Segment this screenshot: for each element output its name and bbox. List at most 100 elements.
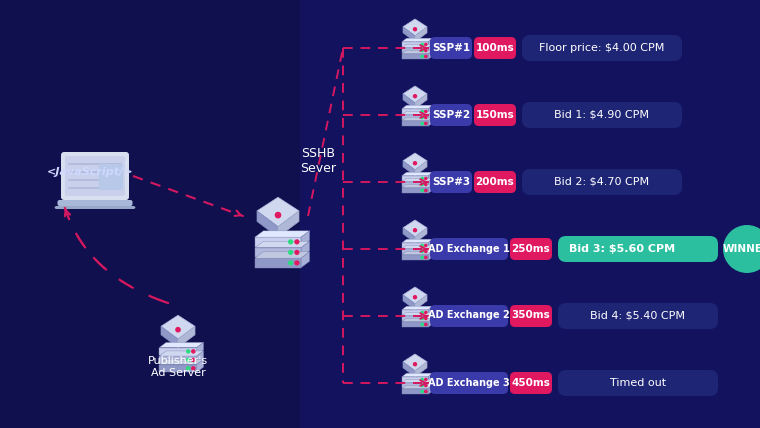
FancyBboxPatch shape xyxy=(522,102,682,128)
Polygon shape xyxy=(160,342,204,348)
Polygon shape xyxy=(403,362,415,377)
Circle shape xyxy=(421,312,423,314)
Polygon shape xyxy=(402,239,433,243)
FancyBboxPatch shape xyxy=(558,236,718,262)
FancyBboxPatch shape xyxy=(510,305,552,327)
Circle shape xyxy=(187,367,190,370)
Polygon shape xyxy=(402,50,433,54)
Text: 350ms: 350ms xyxy=(511,310,550,321)
Polygon shape xyxy=(415,362,427,377)
Polygon shape xyxy=(178,326,195,348)
Circle shape xyxy=(187,350,190,353)
FancyBboxPatch shape xyxy=(65,156,125,196)
Polygon shape xyxy=(415,295,427,310)
Polygon shape xyxy=(403,295,415,310)
Circle shape xyxy=(421,324,423,326)
Polygon shape xyxy=(257,197,299,227)
Polygon shape xyxy=(415,27,427,42)
Polygon shape xyxy=(301,241,309,257)
Polygon shape xyxy=(428,239,433,248)
Polygon shape xyxy=(403,220,427,237)
Circle shape xyxy=(421,256,423,259)
Polygon shape xyxy=(402,115,428,120)
Polygon shape xyxy=(428,44,433,53)
Text: AD Exchange 1: AD Exchange 1 xyxy=(428,244,510,253)
Polygon shape xyxy=(402,383,428,388)
Polygon shape xyxy=(402,245,433,249)
Polygon shape xyxy=(255,252,309,258)
Polygon shape xyxy=(160,348,197,355)
FancyBboxPatch shape xyxy=(300,0,760,428)
FancyBboxPatch shape xyxy=(522,35,682,61)
Polygon shape xyxy=(402,377,428,382)
Polygon shape xyxy=(255,231,309,237)
Text: SSP#1: SSP#1 xyxy=(432,42,470,53)
Circle shape xyxy=(295,250,299,254)
Polygon shape xyxy=(403,19,427,36)
Circle shape xyxy=(421,378,423,380)
Text: AD Exchange 2: AD Exchange 2 xyxy=(428,310,510,321)
Polygon shape xyxy=(403,27,415,42)
Polygon shape xyxy=(402,312,433,316)
Polygon shape xyxy=(161,315,195,339)
FancyBboxPatch shape xyxy=(474,104,516,126)
FancyBboxPatch shape xyxy=(55,206,135,209)
Circle shape xyxy=(289,240,293,244)
Polygon shape xyxy=(428,312,433,321)
Circle shape xyxy=(413,95,416,98)
Polygon shape xyxy=(428,379,433,388)
Circle shape xyxy=(425,43,427,45)
FancyBboxPatch shape xyxy=(430,305,508,327)
Polygon shape xyxy=(403,153,427,170)
Polygon shape xyxy=(255,258,301,268)
FancyBboxPatch shape xyxy=(58,200,132,206)
Polygon shape xyxy=(428,373,433,382)
Polygon shape xyxy=(403,94,415,109)
Circle shape xyxy=(421,55,423,58)
FancyBboxPatch shape xyxy=(61,152,129,200)
Circle shape xyxy=(413,28,416,31)
Polygon shape xyxy=(197,342,204,355)
Text: 250ms: 250ms xyxy=(511,244,550,253)
Circle shape xyxy=(425,256,427,259)
Polygon shape xyxy=(160,351,204,356)
Polygon shape xyxy=(403,228,415,243)
Circle shape xyxy=(425,378,427,380)
Polygon shape xyxy=(255,241,309,248)
Polygon shape xyxy=(402,243,428,248)
Circle shape xyxy=(413,229,416,232)
Circle shape xyxy=(421,190,423,192)
Text: SSP#2: SSP#2 xyxy=(432,110,470,119)
Polygon shape xyxy=(402,117,433,121)
Polygon shape xyxy=(402,44,433,48)
Circle shape xyxy=(425,184,427,186)
Circle shape xyxy=(421,184,423,186)
Polygon shape xyxy=(402,389,428,394)
Circle shape xyxy=(413,363,416,366)
Polygon shape xyxy=(402,251,433,255)
Polygon shape xyxy=(402,121,428,126)
Circle shape xyxy=(425,178,427,180)
Polygon shape xyxy=(403,354,427,371)
Circle shape xyxy=(421,110,423,113)
FancyBboxPatch shape xyxy=(522,169,682,195)
Circle shape xyxy=(275,212,280,218)
Polygon shape xyxy=(415,161,427,176)
Circle shape xyxy=(723,225,760,273)
Polygon shape xyxy=(428,184,433,193)
Circle shape xyxy=(421,122,423,125)
Polygon shape xyxy=(402,178,433,182)
Circle shape xyxy=(421,116,423,119)
Text: AD Exchange 3: AD Exchange 3 xyxy=(428,377,510,387)
Polygon shape xyxy=(402,105,433,109)
Circle shape xyxy=(187,358,190,361)
Text: 200ms: 200ms xyxy=(476,176,515,187)
Text: Floor price: $4.00 CPM: Floor price: $4.00 CPM xyxy=(540,42,665,53)
Circle shape xyxy=(425,49,427,52)
Polygon shape xyxy=(402,109,428,114)
Circle shape xyxy=(421,244,423,247)
Circle shape xyxy=(413,296,416,299)
Text: Publisher's
Ad Server: Publisher's Ad Server xyxy=(148,357,208,378)
Text: SSP#3: SSP#3 xyxy=(432,176,470,187)
Polygon shape xyxy=(278,211,299,237)
